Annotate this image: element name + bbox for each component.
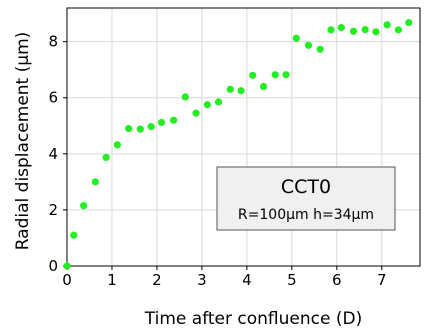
x-tick-label: 4 [242,271,252,289]
data-point [91,178,99,186]
data-point [226,85,234,93]
data-point [63,262,71,270]
data-points [63,18,413,270]
data-point [327,26,335,34]
legend-box [216,166,396,231]
y-tick-label: 4 [48,145,58,163]
x-tick-label: 6 [332,271,342,289]
data-point [113,141,121,149]
data-point [304,41,313,49]
y-axis-ticks: 0 2 4 6 8 [48,33,67,275]
y-axis-label: Radial displacement (μm) [13,32,33,251]
data-point [349,27,358,35]
x-tick-label: 3 [197,271,207,289]
data-point [181,93,189,101]
legend-subtitle: R=100μm h=34μm [238,207,374,223]
data-point [102,153,110,162]
data-point [70,231,78,239]
y-tick-label: 6 [48,89,58,107]
data-point [383,21,391,29]
data-point [249,71,257,79]
data-point [372,28,380,36]
data-point [157,118,166,127]
x-axis-ticks: 0 1 2 3 4 5 6 7 [62,266,387,289]
data-point [214,98,223,106]
data-point [192,109,200,117]
x-tick-label: 5 [287,271,297,289]
x-axis-label: Time after confluence (D) [144,309,362,329]
data-point [147,123,155,131]
data-point [125,124,133,133]
y-tick-label: 8 [48,33,58,51]
data-point [203,101,211,109]
data-point [282,71,290,79]
data-point [80,202,88,210]
data-point [337,24,345,32]
data-point [259,82,268,91]
data-point [169,116,178,124]
plot-frame [66,7,421,267]
data-point [237,87,245,95]
x-tick-label: 1 [107,271,117,289]
y-tick-label: 2 [48,201,58,219]
data-point [292,34,300,42]
legend: CCT0 R=100μm h=34μm [216,166,396,231]
data-point [405,18,413,27]
data-point [394,26,403,34]
data-point [271,71,279,79]
x-tick-label: 2 [152,271,162,289]
data-point [316,45,324,53]
data-point [136,125,144,133]
y-tick-label: 0 [48,257,58,275]
data-point [361,25,369,34]
x-tick-label: 7 [377,271,387,289]
x-tick-label: 0 [62,271,72,289]
legend-title: CCT0 [281,176,331,198]
